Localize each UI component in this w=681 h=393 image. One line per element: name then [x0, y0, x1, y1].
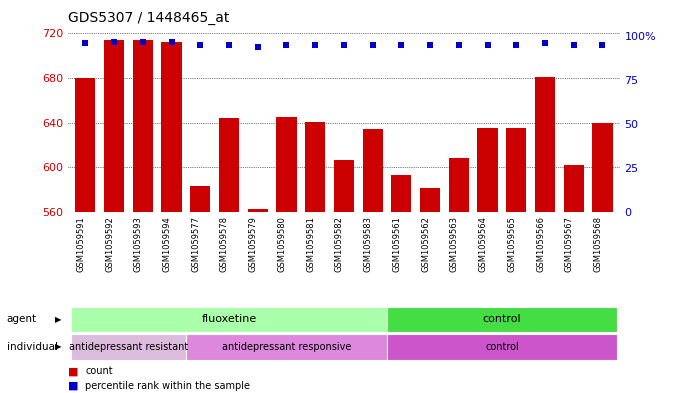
Bar	[420, 187, 440, 212]
Bar	[564, 165, 584, 212]
Text: GSM1059564: GSM1059564	[479, 216, 488, 272]
Text: ▶: ▶	[54, 315, 61, 324]
Text: percentile rank within the sample: percentile rank within the sample	[85, 381, 250, 391]
Point	[454, 42, 464, 48]
Text: individual: individual	[7, 342, 58, 352]
Text: control: control	[485, 342, 519, 352]
Point	[252, 44, 263, 50]
Bar	[305, 121, 326, 212]
Point	[396, 42, 407, 48]
Text: ■: ■	[68, 381, 78, 391]
Bar	[535, 77, 555, 212]
Bar	[392, 175, 411, 212]
Bar	[219, 118, 239, 212]
Point	[511, 42, 522, 48]
Text: GSM1059580: GSM1059580	[277, 216, 287, 272]
Text: antidepressant resistant: antidepressant resistant	[69, 342, 188, 352]
Text: GSM1059577: GSM1059577	[191, 216, 200, 272]
Bar	[76, 78, 95, 212]
Text: GSM1059579: GSM1059579	[249, 216, 257, 272]
Point	[310, 42, 321, 48]
Text: GSM1059563: GSM1059563	[450, 216, 459, 272]
Bar	[190, 186, 210, 212]
Text: agent: agent	[7, 314, 37, 324]
Text: GSM1059591: GSM1059591	[76, 216, 85, 272]
Text: GSM1059566: GSM1059566	[536, 216, 545, 272]
Bar	[161, 42, 182, 212]
Text: GSM1059561: GSM1059561	[392, 216, 401, 272]
Text: GSM1059581: GSM1059581	[306, 216, 315, 272]
Text: control: control	[483, 314, 521, 324]
Point	[195, 42, 206, 48]
Text: GSM1059565: GSM1059565	[507, 216, 516, 272]
Point	[597, 42, 608, 48]
Bar	[449, 158, 469, 212]
Bar	[477, 128, 498, 212]
Text: antidepressant responsive: antidepressant responsive	[222, 342, 351, 352]
Text: ▶: ▶	[54, 342, 61, 351]
Text: GSM1059594: GSM1059594	[163, 216, 172, 272]
Point	[80, 40, 91, 46]
Bar	[334, 160, 354, 212]
Text: GSM1059593: GSM1059593	[133, 216, 143, 272]
Point	[138, 39, 148, 45]
Text: GSM1059562: GSM1059562	[421, 216, 430, 272]
Point	[166, 39, 177, 45]
Bar	[506, 128, 526, 212]
Point	[425, 42, 436, 48]
Bar	[592, 123, 612, 212]
Text: ■: ■	[68, 366, 78, 376]
Text: GSM1059592: GSM1059592	[105, 216, 114, 272]
Bar	[133, 40, 153, 212]
Bar	[276, 117, 296, 212]
Bar	[248, 209, 268, 212]
Text: GSM1059568: GSM1059568	[593, 216, 603, 272]
Bar	[104, 40, 124, 212]
Point	[223, 42, 234, 48]
Text: GSM1059578: GSM1059578	[220, 216, 229, 272]
Point	[367, 42, 378, 48]
Point	[338, 42, 349, 48]
Point	[568, 42, 579, 48]
Text: count: count	[85, 366, 113, 376]
Point	[482, 42, 493, 48]
Text: GSM1059567: GSM1059567	[565, 216, 573, 272]
Point	[539, 40, 550, 46]
Point	[108, 39, 120, 45]
Text: GDS5307 / 1448465_at: GDS5307 / 1448465_at	[68, 11, 229, 25]
Text: GSM1059583: GSM1059583	[364, 216, 373, 272]
Text: fluoxetine: fluoxetine	[202, 314, 257, 324]
Point	[281, 42, 292, 48]
Bar	[362, 129, 383, 212]
Text: GSM1059582: GSM1059582	[335, 216, 344, 272]
